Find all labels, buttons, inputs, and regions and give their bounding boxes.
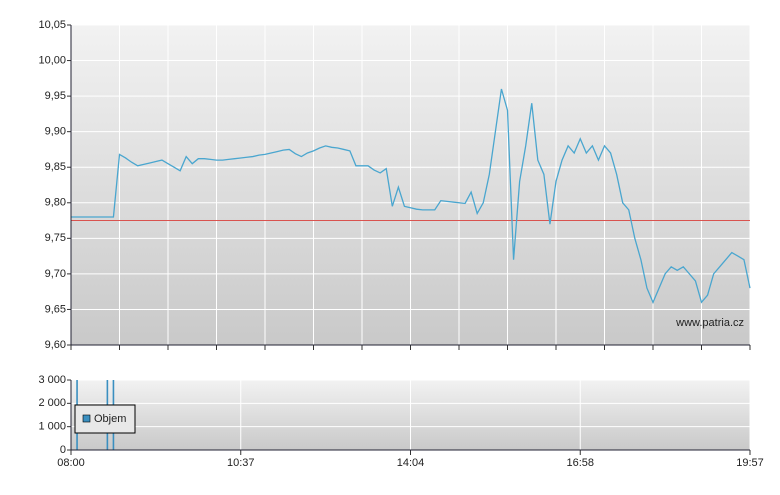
y-tick-label: 10,00 [38,54,66,66]
y-tick-label: 0 [60,444,66,456]
y-tick-label: 9,85 [45,161,66,173]
y-tick-label: 1 000 [38,421,66,433]
x-tick-label: 14:04 [397,457,425,469]
y-tick-label: 9,95 [45,90,66,102]
y-tick-label: 9,80 [45,197,66,209]
y-tick-label: 9,90 [45,126,66,138]
legend-label: Objem [94,413,126,425]
legend-swatch [82,414,91,423]
x-tick-label: 10:37 [227,457,255,469]
y-tick-label: 2 000 [38,397,66,409]
y-tick-label: 9,75 [45,232,66,244]
price-line [71,88,751,304]
y-tick-label: 9,65 [45,303,66,315]
y-tick-label: 3 000 [38,374,66,386]
x-tick-label: 16:58 [566,457,594,469]
y-tick-label: 9,60 [45,339,66,351]
y-tick-label: 10,05 [38,19,66,31]
y-tick-label: 9,70 [45,268,66,280]
x-tick-label: 08:00 [57,457,85,469]
watermark: www.patria.cz [675,317,744,329]
x-tick-label: 19:57 [736,457,764,469]
